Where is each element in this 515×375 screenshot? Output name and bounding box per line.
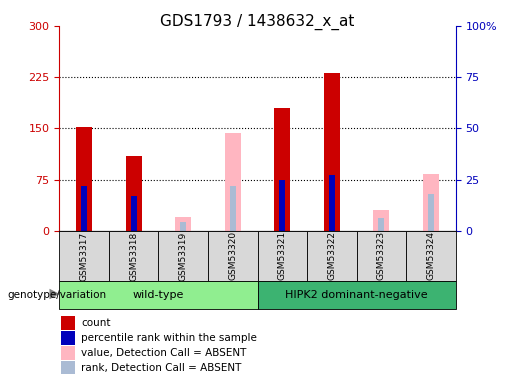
Bar xyxy=(258,281,456,309)
Text: GSM53321: GSM53321 xyxy=(278,231,287,280)
Text: value, Detection Call = ABSENT: value, Detection Call = ABSENT xyxy=(81,348,246,358)
Bar xyxy=(225,133,241,231)
Text: HIPK2 dominant-negative: HIPK2 dominant-negative xyxy=(285,290,428,300)
Text: GSM53320: GSM53320 xyxy=(228,231,237,280)
Bar xyxy=(159,231,208,281)
Bar xyxy=(379,218,384,231)
Polygon shape xyxy=(49,289,60,299)
Bar xyxy=(81,186,87,231)
Bar xyxy=(230,186,236,231)
Bar xyxy=(373,210,389,231)
Bar xyxy=(61,316,75,330)
Bar xyxy=(61,361,75,374)
Text: GSM53324: GSM53324 xyxy=(426,231,436,280)
Text: rank, Detection Call = ABSENT: rank, Detection Call = ABSENT xyxy=(81,363,242,373)
Text: GSM53322: GSM53322 xyxy=(328,231,336,280)
Bar xyxy=(59,231,109,281)
Bar xyxy=(61,331,75,345)
Bar xyxy=(406,231,456,281)
Bar xyxy=(180,222,186,231)
Bar xyxy=(274,108,290,231)
Bar xyxy=(428,194,434,231)
Text: wild-type: wild-type xyxy=(133,290,184,300)
Text: GDS1793 / 1438632_x_at: GDS1793 / 1438632_x_at xyxy=(160,14,355,30)
Text: GSM53319: GSM53319 xyxy=(179,231,187,280)
Bar xyxy=(324,73,340,231)
Bar xyxy=(356,231,406,281)
Text: genotype/variation: genotype/variation xyxy=(8,291,107,300)
Text: count: count xyxy=(81,318,111,328)
Bar xyxy=(329,176,335,231)
Bar xyxy=(307,231,356,281)
Bar xyxy=(76,127,92,231)
Bar xyxy=(131,196,136,231)
Bar xyxy=(258,231,307,281)
Bar xyxy=(208,231,258,281)
Text: GSM53323: GSM53323 xyxy=(377,231,386,280)
Text: GSM53318: GSM53318 xyxy=(129,231,138,280)
Text: GSM53317: GSM53317 xyxy=(79,231,89,280)
Bar xyxy=(175,217,191,231)
Bar xyxy=(109,231,159,281)
Bar xyxy=(61,346,75,360)
Bar xyxy=(423,174,439,231)
Bar xyxy=(279,180,285,231)
Bar xyxy=(59,281,258,309)
Text: percentile rank within the sample: percentile rank within the sample xyxy=(81,333,257,343)
Bar xyxy=(126,156,142,231)
